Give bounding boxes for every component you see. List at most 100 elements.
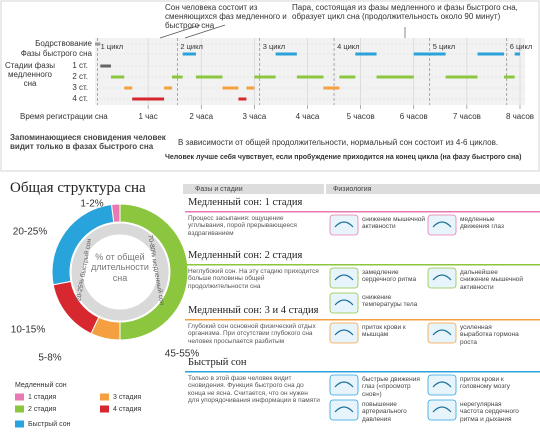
icon-glyph: [334, 329, 354, 336]
stage-segment: [339, 75, 356, 79]
stage-segment: [355, 52, 377, 56]
stage-segment: [124, 86, 133, 90]
icon-glyph: [334, 406, 354, 413]
y-category-label: 2 ст.: [72, 72, 88, 81]
row-description: Процесс засыпания: ощущение угплывания, …: [188, 215, 297, 237]
icon: [329, 214, 359, 236]
icon-glyph: [432, 221, 452, 228]
row-divider: [185, 319, 540, 321]
stage-segment: [413, 52, 446, 56]
stage-segment: [323, 86, 340, 90]
physiology-item: дальнейшее снижение мышечной активности: [460, 269, 524, 291]
table-header: Физиология: [333, 186, 372, 193]
cycle-label: 4 цикл: [337, 42, 359, 51]
x-tick-label: 7 часов: [453, 112, 481, 121]
inner-ring: [71, 223, 169, 321]
legend-swatch: [100, 405, 109, 413]
value-label: 45-55%: [165, 349, 200, 360]
icon-glyph: [334, 274, 354, 281]
icon: [427, 267, 457, 289]
icon: [427, 322, 457, 344]
physiology-item: нерегулярная частота сердечного ритма и …: [460, 401, 519, 423]
cycle-label: 6 цикл: [510, 42, 532, 51]
stage-segment: [275, 52, 297, 56]
annotation: Пара, состоящая из фазы медленного и фаз…: [292, 3, 518, 22]
x-tick-label: 8 часов: [506, 112, 534, 121]
y-category-label: Фазы быстрого сна: [21, 49, 93, 58]
icon-glyph: [334, 221, 354, 228]
y-category-label: 1 ст.: [72, 61, 88, 70]
row-title: Медленный сон: 1 стадия: [188, 197, 303, 208]
arrow: [159, 24, 201, 39]
physiology-item: повышение артериального давления: [362, 401, 407, 423]
row-divider: [185, 211, 540, 213]
x-tick-label: 3 часа: [243, 112, 267, 121]
stage-segment: [100, 64, 111, 68]
stage-segment: [238, 97, 247, 101]
stage-segment: [504, 75, 515, 79]
row-title: Медленный сон: 2 стадия: [188, 250, 303, 261]
y-group-label: Стадии фазы медленного сна: [5, 61, 55, 89]
stage-segment: [514, 52, 520, 56]
row-description: Только в этой фазе человек видит сновиде…: [188, 375, 320, 405]
stage-segment: [477, 52, 505, 56]
value-label: 1-2%: [80, 199, 103, 210]
stage-segment: [296, 75, 324, 79]
stage-segment: [246, 86, 255, 90]
icon-glyph: [432, 406, 452, 413]
icon-glyph: [334, 381, 354, 388]
physiology-item: снижение мышечной активности: [362, 216, 426, 231]
row-description: Глубокий сон основной физический отдых о…: [188, 323, 316, 345]
stage-segment: [195, 75, 223, 79]
cycle-label: 3 цикл: [263, 42, 285, 51]
value-label: 5-8%: [38, 353, 61, 364]
table-header: Фазы и стадии: [195, 186, 243, 193]
stage-segment: [95, 42, 101, 46]
stage-segment: [222, 86, 239, 90]
legend-label: 2 стадия: [28, 406, 56, 413]
note: Запоминающиеся сновидения человек видит …: [10, 133, 166, 152]
chart-title: Общая структура сна: [10, 180, 146, 196]
stage-segment: [445, 75, 478, 79]
x-tick-label: 4 часа: [296, 112, 320, 121]
legend-label: 4 стадия: [113, 406, 141, 413]
physiology-item: приток крови к головному мозгу: [460, 376, 511, 391]
icon-glyph: [432, 329, 452, 336]
icon-glyph: [334, 299, 354, 306]
x-tick-label: 2 часа: [189, 112, 213, 121]
icon: [329, 322, 359, 344]
legend-swatch: [15, 393, 24, 401]
legend-title: Медленный сон: [15, 381, 67, 389]
x-tick-label: 6 часов: [400, 112, 428, 121]
value-label: 20-25%: [13, 227, 48, 238]
icon: [427, 399, 457, 421]
cycle-label: 1 цикл: [101, 42, 123, 51]
cycle-label: 2 цикл: [180, 42, 202, 51]
y-category-label: 3 ст.: [72, 83, 88, 92]
icon: [427, 214, 457, 236]
x-tick-label: 5 часов: [347, 112, 375, 121]
x-tick-label: 1 час: [138, 112, 157, 121]
stage-segment: [182, 52, 196, 56]
annotation: Сон человека состоит из сменяющихся фаз …: [165, 3, 287, 31]
plot-background: [95, 38, 525, 105]
legend-swatch: [15, 405, 24, 413]
note: В зависимости от общей продолжительности…: [178, 138, 499, 147]
cycle-label: 5 цикл: [433, 42, 455, 51]
table-header-bar: [183, 184, 540, 194]
icon: [329, 267, 359, 289]
icon: [329, 292, 359, 314]
stage-segment: [172, 75, 183, 79]
row-divider: [185, 264, 540, 266]
donut-segment: [51, 203, 115, 286]
icon: [427, 374, 457, 396]
center-label: % от общей длительности сна: [91, 252, 149, 283]
physiology-item: замедление сердечного ритма: [362, 269, 417, 284]
stage-segment: [254, 75, 276, 79]
legend-label: Быстрый сон: [28, 420, 71, 428]
legend-label: 1 стадия: [28, 394, 56, 401]
legend-swatch: [100, 393, 109, 401]
stage-segment: [376, 75, 414, 79]
